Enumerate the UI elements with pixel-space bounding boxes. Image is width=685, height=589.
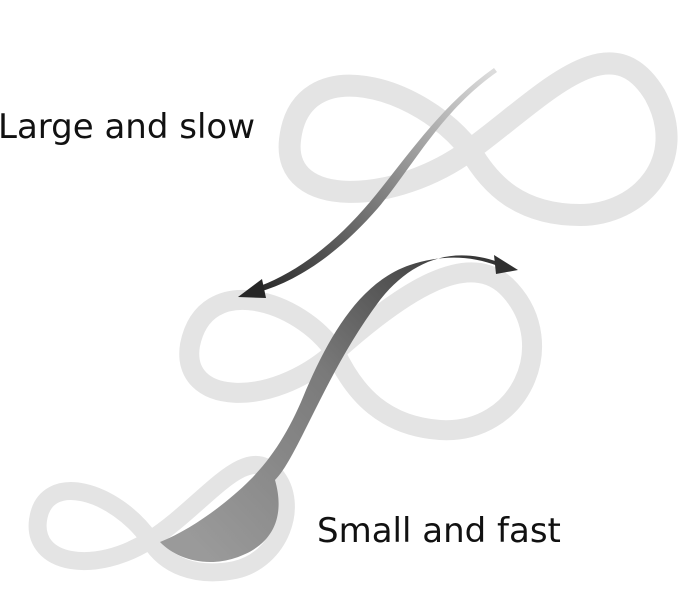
fast-arrow-head xyxy=(494,255,518,274)
large-infinity-loop xyxy=(278,52,678,227)
small-infinity-loop xyxy=(28,456,295,582)
small-and-fast-label: Small and fast xyxy=(317,511,561,551)
fast-arrow-band xyxy=(160,255,498,563)
slow-arrow-head xyxy=(238,279,266,298)
large-and-slow-label: Large and slow xyxy=(0,107,256,147)
medium-infinity-loop xyxy=(179,262,543,441)
slow-arrow-band xyxy=(260,68,497,291)
